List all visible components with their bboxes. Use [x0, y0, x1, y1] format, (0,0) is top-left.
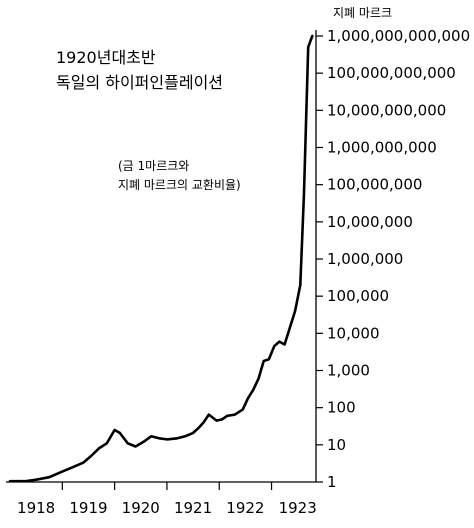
y-tick-label: 1,000: [327, 362, 370, 380]
chart-note-line-1: (금 1마르크와: [118, 159, 189, 173]
y-tick-label: 100: [327, 399, 356, 417]
y-tick-label: 10,000: [327, 324, 380, 342]
y-axis-unit-label: 지폐 마르크: [333, 6, 392, 20]
y-axis-ticks: 1 10 100 1,000 10,000 100,000 1,000,000 10,000,…: [316, 27, 470, 491]
x-tick-label: 1918: [17, 499, 55, 517]
y-tick-label: 10,000,000: [327, 213, 413, 231]
series-layer: [8, 34, 314, 483]
x-tick-label: 1922: [226, 499, 264, 517]
axes: [6, 30, 317, 483]
x-tick-label: 1921: [174, 499, 212, 517]
y-tick-label: 1,000,000,000: [327, 139, 437, 157]
chart-title: 1920년대초반 독일의 하이퍼인플레이션: [56, 48, 223, 92]
chart-note: (금 1마르크와 지폐 마르크의 교환비율): [118, 159, 241, 192]
y-tick-label: 100,000: [327, 287, 389, 305]
x-tick-label: 1919: [69, 499, 107, 517]
y-tick-label: 10,000,000,000: [327, 101, 446, 119]
y-tick-label: 1,000,000: [327, 250, 403, 268]
series-line: [8, 34, 314, 483]
chart-title-line-1: 1920년대초반: [56, 48, 156, 67]
y-tick-label: 10: [327, 436, 346, 454]
y-tick-label: 1: [327, 473, 337, 491]
chart-title-line-2: 독일의 하이퍼인플레이션: [56, 73, 223, 92]
y-tick-label: 100,000,000,000: [327, 64, 456, 82]
x-axis-ticks: 1918 1919 1920 1921 1922 1923: [17, 482, 317, 517]
y-tick-label: 100,000,000: [327, 176, 422, 194]
chart-note-line-2: 지폐 마르크의 교환비율): [118, 178, 241, 192]
x-tick-label: 1923: [279, 499, 317, 517]
y-tick-label: 1,000,000,000,000: [327, 27, 470, 45]
x-tick-label: 1920: [122, 499, 160, 517]
